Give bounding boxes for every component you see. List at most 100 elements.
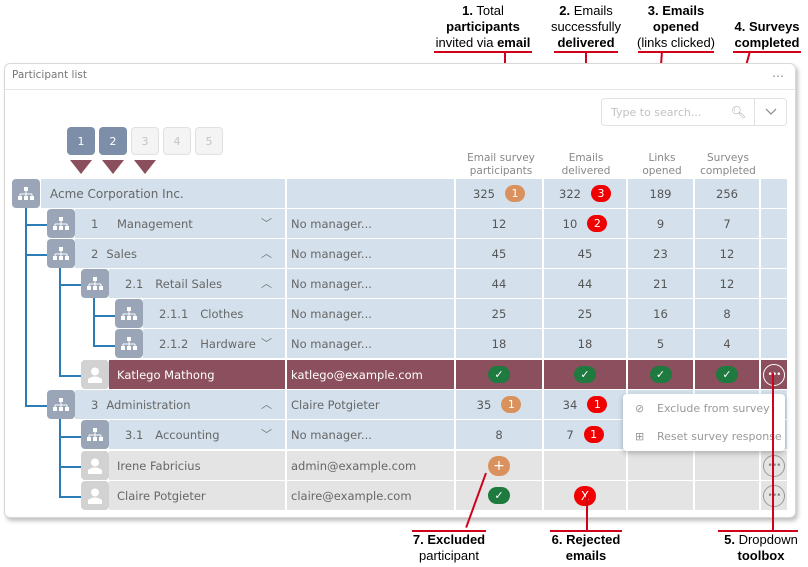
level-3-button[interactable]: 3 (131, 127, 159, 155)
org-tree-icon (47, 390, 75, 419)
tree-line (59, 496, 81, 498)
completed-cell: 8 (695, 299, 759, 328)
manager-cell: No manager... (287, 420, 454, 449)
col-header-opened: Links opened (642, 152, 682, 177)
name-cell: 2.1.2 Hardware (143, 329, 285, 358)
delivered-cell: 322 3 (544, 179, 626, 208)
participants-cell: 35 1 (456, 390, 542, 419)
actions-cell: ••• (761, 481, 787, 510)
delivered-cell: 18 (544, 329, 626, 358)
opened-cell: 9 (628, 209, 693, 238)
name-cell: Claire Potgieter (109, 481, 285, 510)
annotation-3: 3. Emails opened (links clicked) (636, 3, 715, 50)
person-icon (81, 451, 109, 480)
annotation-1: 1. Total participants invited via email (435, 3, 531, 50)
delivered-cell: 25 (544, 299, 626, 328)
delivered-cell: 45 (544, 239, 626, 268)
chevron-up-icon[interactable]: ︿ (261, 398, 272, 411)
chevron-down-icon (765, 108, 776, 115)
more-options-button[interactable]: ••• (763, 454, 785, 477)
opened-cell: 21 (628, 269, 693, 298)
check-icon: ✓ (488, 366, 510, 383)
level-5-button[interactable]: 5 (195, 127, 223, 155)
participants-cell: 44 (456, 269, 542, 298)
tree-line (25, 254, 47, 256)
name-cell: 1 Management (75, 209, 285, 238)
level-2-marker (102, 160, 124, 174)
chevron-up-icon[interactable]: ︿ (261, 277, 272, 290)
completed-cell (695, 451, 759, 480)
level-4-button[interactable]: 4 (163, 127, 191, 155)
manager-cell: No manager... (287, 239, 454, 268)
tree-line (59, 466, 81, 468)
annotation-5: 5. Dropdown toolbox (724, 532, 798, 563)
menu-item-exclude[interactable]: ⊘ Exclude from survey (635, 401, 770, 415)
participants-cell: 25 (456, 299, 542, 328)
actions-cell (761, 329, 787, 358)
tree-line (25, 224, 47, 226)
dropdown-toolbox-menu: ⊘ Exclude from survey ⊞ Reset survey respo… (623, 394, 785, 451)
search-dropdown-button[interactable] (754, 99, 786, 125)
chevron-down-icon[interactable]: ﹀ (261, 337, 272, 350)
completed-cell: 12 (695, 269, 759, 298)
panel-title: Participant list (12, 69, 87, 81)
chevron-down-icon[interactable]: ﹀ (261, 428, 272, 441)
name-cell: 3 Administration (75, 390, 285, 419)
manager-cell: No manager... (287, 299, 454, 328)
annotation-1-underline (434, 51, 532, 53)
delivered-cell: 10 2 (544, 209, 626, 238)
exclude-user-icon: ⊘ (635, 401, 645, 415)
search-input[interactable] (611, 99, 723, 125)
more-options-button[interactable]: ••• (763, 363, 785, 386)
manager-cell: No manager... (287, 269, 454, 298)
opened-cell: 5 (628, 329, 693, 358)
org-tree-icon (47, 209, 75, 238)
opened-cell (628, 481, 693, 510)
org-tree-icon (47, 239, 75, 268)
opened-cell (628, 451, 693, 480)
org-tree-icon (81, 269, 109, 298)
search-icon[interactable]: 🔍︎ (730, 105, 747, 119)
more-options-button[interactable]: ••• (763, 484, 785, 507)
participants-cell: 8 (456, 420, 542, 449)
completed-cell: 256 (695, 179, 759, 208)
completed-cell: 4 (695, 329, 759, 358)
check-icon: ✓ (488, 487, 510, 504)
panel-header: Participant list … (5, 64, 795, 90)
check-icon: ✓ (716, 366, 738, 383)
check-icon: ✓ (574, 366, 596, 383)
include-participant-button[interactable]: + (488, 455, 510, 476)
annotation-2: 2. Emails successfully delivered (550, 3, 622, 50)
panel-menu-icon[interactable]: … (772, 66, 785, 80)
level-2-button[interactable]: 2 (99, 127, 127, 155)
org-tree-icon (12, 179, 40, 208)
tree-line (59, 375, 81, 377)
menu-item-reset[interactable]: ⊞ Reset survey response (635, 429, 782, 443)
col-header-participants: Email survey participants (467, 152, 535, 177)
org-tree-icon (115, 299, 143, 328)
annotation-4: 4. Surveys completed (734, 19, 800, 50)
level-3-marker (134, 160, 156, 174)
tree-line (93, 345, 115, 347)
excluded-count-badge: 1 (504, 185, 525, 202)
chevron-up-icon[interactable]: ︿ (261, 247, 272, 260)
manager-cell (287, 179, 454, 208)
tree-line (93, 298, 95, 346)
participants-cell: + (456, 451, 542, 480)
delivered-cell (544, 451, 626, 480)
chevron-down-icon[interactable]: ﹀ (261, 217, 272, 230)
check-icon: ✓ (649, 366, 672, 383)
person-icon (81, 360, 109, 389)
participants-cell: 45 (456, 239, 542, 268)
tree-line (25, 405, 47, 407)
delivered-cell: 34 1 (544, 390, 626, 419)
name-cell: 3.1 Accounting (109, 420, 285, 449)
annotation-5-underline (718, 530, 798, 532)
level-1-button[interactable]: 1 (67, 127, 95, 155)
rejected-icon: X (574, 485, 596, 506)
delivered-cell: X (544, 481, 626, 510)
rejected-count-badge: 2 (587, 215, 608, 232)
annotation-7-underline (412, 530, 486, 532)
tree-line (59, 436, 81, 438)
